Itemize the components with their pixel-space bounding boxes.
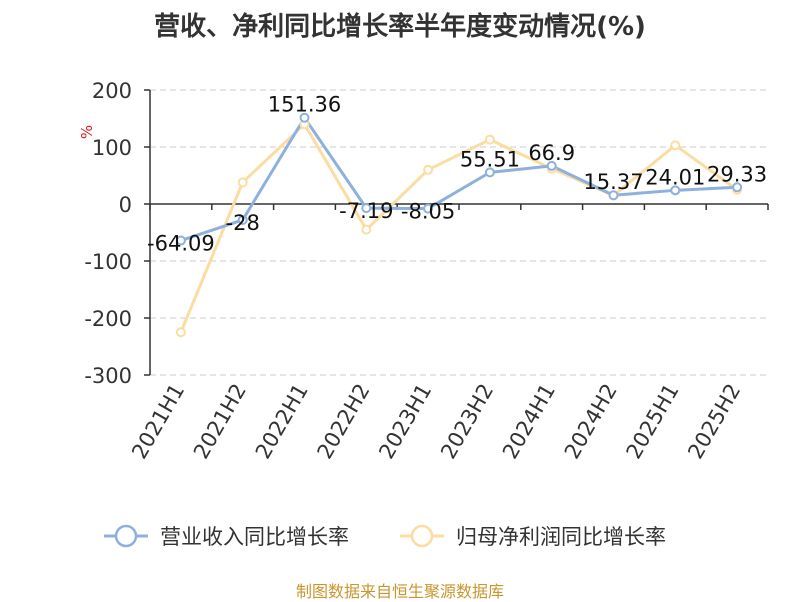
y-tick-label: -100 [84,250,132,274]
x-tick-label: 2023H2 [436,380,498,464]
data-label: 151.36 [268,93,341,117]
legend-label: 归母净利润同比增长率 [456,525,666,549]
x-tick-label: 2022H2 [313,380,375,464]
y-tick-label: 0 [119,193,132,217]
y-tick-label: 200 [92,79,132,103]
x-tick-label: 2024H1 [498,380,560,464]
x-tick-label: 2021H2 [189,380,251,464]
source-footer: 制图数据来自恒生聚源数据库 [295,582,504,601]
x-tick-label: 2023H1 [374,379,436,463]
data-point [423,203,434,214]
series-line [180,116,738,242]
y-axis-label: % [78,125,96,139]
y-tick-label: -200 [84,307,132,331]
data-point [237,177,248,188]
data-point [484,167,495,178]
data-point [732,182,743,193]
x-tick-label: 2022H1 [251,380,313,464]
data-label: -28 [226,211,260,235]
data-point [299,112,310,123]
x-tick-label: 2025H1 [622,380,684,464]
data-label: -7.19 [339,199,393,223]
data-point [546,160,557,171]
data-point [423,164,434,175]
x-tick-label: 2021H1 [127,380,189,464]
x-tick-label: 2025H2 [683,380,745,464]
legend-label: 营业收入同比增长率 [160,525,349,549]
data-point [237,214,248,225]
data-label: 15.37 [583,170,643,194]
data-point [670,185,681,196]
data-point [361,224,372,235]
x-tick-label: 2024H2 [560,380,622,464]
y-tick-label: -300 [84,364,132,388]
data-point [608,190,619,201]
data-point [175,235,186,246]
data-label: 24.01 [645,165,705,189]
data-label: 66.9 [528,141,575,165]
legend-marker [410,524,434,548]
data-label: -64.09 [147,232,215,256]
data-label: 29.33 [707,162,767,186]
data-point [484,134,495,145]
series-line [179,122,738,333]
data-point [670,140,681,151]
legend-marker [114,524,138,548]
y-tick-label: 100 [92,136,132,160]
data-label: -8.05 [401,200,455,224]
data-point [361,203,372,214]
chart-title: 营收、净利同比增长率半年度变动情况(%) [154,12,646,42]
data-point [175,327,186,338]
data-label: 55.51 [460,147,520,171]
